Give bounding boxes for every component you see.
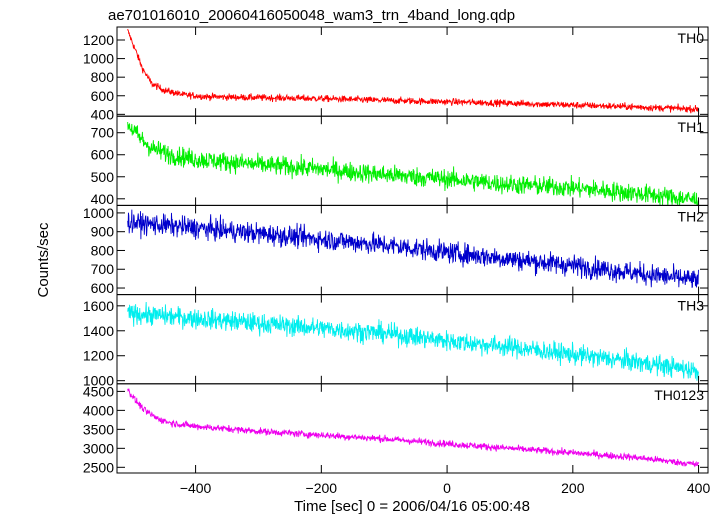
series-th2 — [127, 209, 699, 288]
x-tick-label: 400 — [687, 480, 711, 496]
series-th0 — [127, 28, 699, 114]
x-tick-label: 200 — [561, 480, 585, 496]
y-tick-label: 600 — [91, 280, 115, 296]
y-tick-label: 1000 — [83, 205, 114, 221]
y-tick-label: 1000 — [83, 51, 114, 67]
y-tick-label: 700 — [91, 261, 115, 277]
y-tick-label: 400 — [91, 191, 115, 207]
series-th0123 — [127, 388, 699, 468]
y-tick-label: 900 — [91, 224, 115, 240]
x-tick-label: −400 — [180, 480, 212, 496]
y-tick-label: 800 — [91, 69, 115, 85]
panel-label: TH1 — [678, 119, 705, 135]
y-tick-label: 600 — [91, 147, 115, 163]
y-tick-label: 3500 — [83, 421, 114, 437]
y-tick-label: 600 — [91, 88, 115, 104]
y-tick-label: 2500 — [83, 459, 114, 475]
y-tick-label: 1200 — [83, 348, 114, 364]
x-tick-label: −200 — [306, 480, 338, 496]
panel-label: TH3 — [678, 298, 705, 314]
panel-th0: 400 600 800 1000 1200 TH0 — [83, 26, 709, 122]
y-axis-label: Counts/sec — [35, 222, 52, 298]
y-tick-label: 4500 — [83, 383, 114, 399]
y-tick-label: 1600 — [83, 298, 114, 314]
panel-label: TH0123 — [654, 387, 704, 403]
panel-label: TH0 — [678, 30, 705, 46]
x-tick-label: 0 — [443, 480, 451, 496]
series-th1 — [127, 122, 699, 206]
panels-group: 400 600 800 1000 1200 TH0 400 500 600 700 TH1 600 70… — [83, 26, 709, 475]
panel-frame — [116, 26, 709, 117]
panel-th0123: 2500 3000 3500 4000 4500 TH0123 — [83, 383, 709, 475]
panel-th2: 600 700 800 900 1000 TH2 — [83, 204, 709, 296]
y-tick-label: 1000 — [83, 373, 114, 389]
y-tick-label: 1400 — [83, 323, 114, 339]
y-tick-label: 1200 — [83, 32, 114, 48]
y-tick-label: 3000 — [83, 440, 114, 456]
y-tick-label: 4000 — [83, 402, 114, 418]
panel-label: TH2 — [678, 208, 705, 224]
x-axis-ticks: −400 −200 0 200 400 — [180, 480, 711, 496]
panel-th1: 400 500 600 700 TH1 — [91, 115, 709, 207]
y-tick-label: 800 — [91, 242, 115, 258]
y-tick-label: 400 — [91, 106, 115, 122]
panel-frame — [116, 383, 709, 474]
chart-title: ae701016010_20060416050048_wam3_trn_4ban… — [108, 7, 515, 24]
panel-th3: 1000 1200 1400 1600 TH3 — [83, 294, 709, 389]
y-tick-label: 500 — [91, 169, 115, 185]
series-th3 — [127, 302, 699, 381]
y-tick-label: 700 — [91, 125, 115, 141]
x-axis-label: Time [sec] 0 = 2006/04/16 05:00:48 — [294, 498, 530, 515]
